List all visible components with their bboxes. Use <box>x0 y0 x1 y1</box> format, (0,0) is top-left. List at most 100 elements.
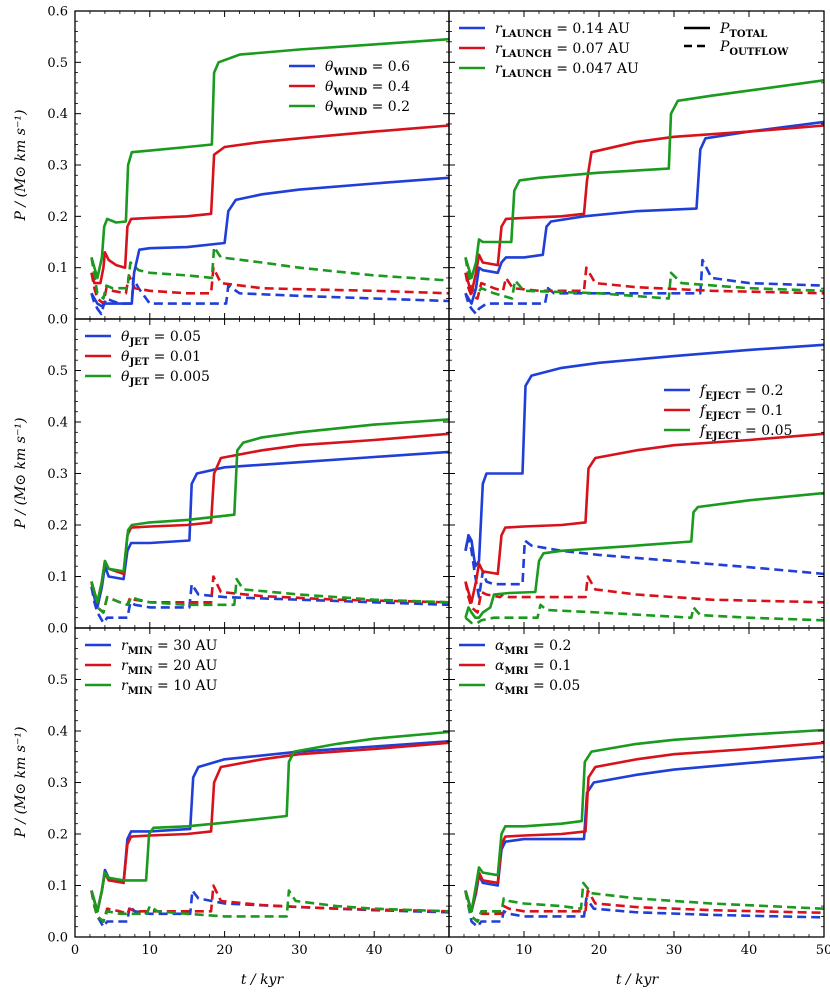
y-tick-label: 0.2 <box>47 519 68 534</box>
series-line <box>90 582 449 625</box>
series-line <box>464 603 824 625</box>
plot-frame <box>74 10 450 320</box>
legend-label: αMRI = 0.05 <box>495 678 580 697</box>
series-line <box>464 432 824 604</box>
legend-label: rMIN = 30 AU <box>121 638 218 657</box>
series-line <box>90 730 449 913</box>
legend-label: fEJECT = 0.05 <box>699 423 792 442</box>
x-tick-label: 40 <box>741 943 758 958</box>
y-axis-label-bottom: P / (M⊙ km s⁻¹) <box>13 727 29 839</box>
series-line <box>90 889 449 923</box>
series-line <box>90 124 449 285</box>
y-tick-label: 0.1 <box>47 261 68 276</box>
legend-label: αMRI = 0.2 <box>495 638 571 657</box>
legend-label: θJET = 0.05 <box>121 329 201 348</box>
series-line <box>90 740 449 913</box>
series-line <box>90 741 449 913</box>
x-tick-label: 20 <box>216 943 233 958</box>
x-tick-label: 10 <box>516 943 533 958</box>
series-line <box>90 37 449 280</box>
y-tick-label: 0.4 <box>47 725 68 740</box>
series-line <box>464 343 824 568</box>
y-tick-label: 0.4 <box>47 107 68 122</box>
legend-label: rLAUNCH = 0.14 AU <box>495 21 630 40</box>
legend-label: αMRI = 0.1 <box>495 658 571 677</box>
y-tick-label: 0.6 <box>47 5 68 20</box>
series-line <box>464 258 824 316</box>
legend-label: θJET = 0.01 <box>121 349 201 368</box>
y-tick-label: 0.1 <box>47 570 68 585</box>
series-line <box>464 575 824 614</box>
axis-labels: P / (M⊙ km s⁻¹) P / (M⊙ km s⁻¹) P / (M⊙ … <box>13 110 659 988</box>
series-line <box>464 79 824 280</box>
series-line <box>90 432 449 604</box>
y-tick-label: 0.1 <box>47 879 68 894</box>
series-line <box>464 755 824 913</box>
x-tick-label: 50 <box>816 943 830 958</box>
legend-label: rLAUNCH = 0.07 AU <box>495 41 630 60</box>
series-line <box>464 534 824 599</box>
legend-label: POUTFLOW <box>719 39 789 58</box>
legend-label: rMIN = 20 AU <box>121 658 218 677</box>
y-tick-label: 0.2 <box>47 828 68 843</box>
series-group <box>90 418 449 625</box>
legend-label: rMIN = 10 AU <box>121 678 218 697</box>
y-tick-label: 0.0 <box>47 622 68 637</box>
series-line <box>90 577 449 614</box>
x-axis-label-right: t / kyr <box>616 972 660 988</box>
legend-label: θJET = 0.005 <box>121 369 210 388</box>
legend-label: θWIND = 0.6 <box>325 59 410 78</box>
y-tick-label: 0.4 <box>47 416 68 431</box>
series-line <box>464 890 824 928</box>
series-group <box>464 728 824 928</box>
series-line <box>90 245 449 300</box>
series-line <box>464 491 824 619</box>
series-line <box>90 276 449 316</box>
y-tick-label: 0.5 <box>47 56 68 71</box>
series-line <box>464 881 824 923</box>
series-group <box>464 79 824 316</box>
legend-label: PTOTAL <box>719 21 767 40</box>
legend-label: fEJECT = 0.2 <box>699 383 783 402</box>
series-line <box>90 450 449 609</box>
series-line <box>90 176 449 308</box>
legend-label: θWIND = 0.2 <box>325 99 410 118</box>
x-tick-label: 0 <box>71 943 79 958</box>
series-line <box>90 575 449 614</box>
series-group <box>90 730 449 928</box>
y-axis-label-middle: P / (M⊙ km s⁻¹) <box>13 418 29 530</box>
y-tick-label: 0.5 <box>47 673 68 688</box>
x-tick-label: 0 <box>445 943 453 958</box>
legend-label: θWIND = 0.4 <box>325 79 410 98</box>
y-axis-label-top: P / (M⊙ km s⁻¹) <box>13 110 29 222</box>
x-tick-label: 30 <box>666 943 683 958</box>
legend-label: fEJECT = 0.1 <box>699 403 783 422</box>
x-tick-label: 30 <box>291 943 308 958</box>
series-group <box>90 37 449 316</box>
y-tick-label: 0.3 <box>47 776 68 791</box>
series-line <box>90 418 449 604</box>
series-line <box>464 120 824 305</box>
x-tick-label: 20 <box>591 943 608 958</box>
series-line <box>464 124 824 295</box>
series-line <box>464 266 824 300</box>
x-tick-label: 40 <box>366 943 383 958</box>
y-tick-label: 0.3 <box>47 159 68 174</box>
y-tick-label: 0.0 <box>47 313 68 328</box>
series-group <box>464 343 824 625</box>
x-tick-label: 10 <box>142 943 159 958</box>
x-axis-label-left: t / kyr <box>241 972 285 988</box>
y-tick-label: 0.3 <box>47 467 68 482</box>
